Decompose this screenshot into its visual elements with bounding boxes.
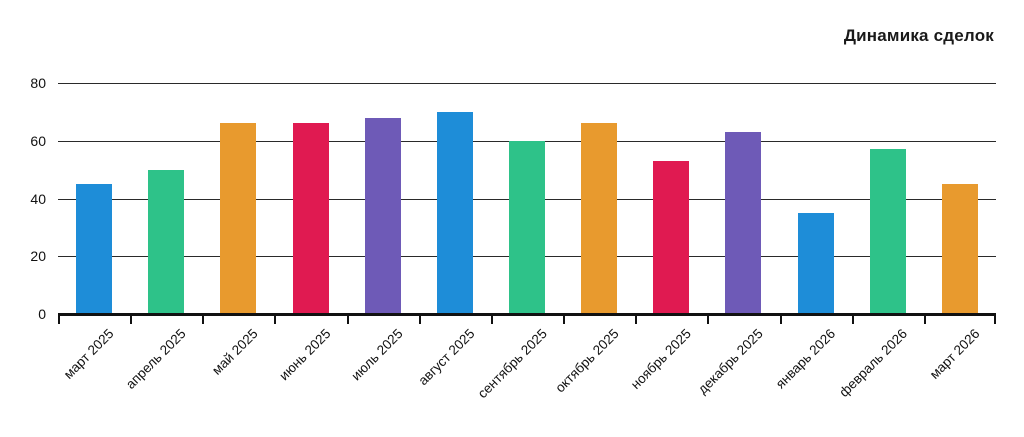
x-axis-tick (490, 316, 493, 324)
bar-январь 2026[interactable] (797, 212, 834, 314)
x-axis-tick (274, 316, 277, 324)
bar-март 2025[interactable] (76, 184, 113, 314)
x-tick-label-сентябрь 2025: сентябрь 2025 (474, 326, 550, 402)
x-tick-label-апрель 2025: апрель 2025 (123, 326, 189, 392)
x-axis-tick (202, 316, 205, 324)
bar-февраль 2026[interactable] (869, 149, 906, 314)
x-axis-tick (635, 316, 638, 324)
y-tick-label-20: 20 (30, 248, 46, 265)
bar-апрель 2025[interactable] (148, 169, 185, 314)
x-tick-label-декабрь 2025: декабрь 2025 (695, 326, 767, 397)
x-axis-tick (779, 316, 782, 324)
bar-июль 2025[interactable] (364, 117, 401, 314)
x-tick-label-июль 2025: июль 2025 (347, 326, 406, 384)
bar-август 2025[interactable] (436, 111, 473, 314)
x-tick-label-август 2025: август 2025 (415, 326, 478, 389)
x-tick-label-февраль 2026: февраль 2026 (836, 326, 911, 400)
x-tick-label-март 2025: март 2025 (60, 326, 117, 382)
plot-area (58, 83, 996, 314)
x-axis-tick (707, 316, 710, 324)
y-tick-label-40: 40 (30, 190, 46, 207)
x-axis-tick (923, 316, 926, 324)
x-axis-tick (130, 316, 133, 324)
chart-title: Динамика сделок (843, 26, 994, 45)
bar-июнь 2025[interactable] (292, 123, 329, 314)
bar-май 2025[interactable] (220, 123, 257, 314)
x-tick-label-май 2025: май 2025 (209, 326, 261, 378)
x-axis-tick (418, 316, 421, 324)
x-axis-tick (851, 316, 854, 324)
x-tick-label-январь 2026: январь 2026 (772, 326, 839, 392)
y-tick-label-60: 60 (30, 132, 46, 149)
x-tick-label-октябрь 2025: октябрь 2025 (552, 326, 622, 396)
y-tick-label-80: 80 (30, 75, 46, 91)
x-axis-tick (563, 316, 566, 324)
x-tick-label-март 2026: март 2026 (926, 326, 983, 382)
x-axis-tick (994, 316, 996, 324)
bar-октябрь 2025[interactable] (581, 123, 618, 314)
bar-декабрь 2025[interactable] (725, 132, 762, 314)
x-axis-tick (58, 316, 60, 324)
x-tick-label-июнь 2025: июнь 2025 (275, 326, 334, 384)
bar-сентябрь 2025[interactable] (509, 140, 545, 314)
x-axis-tick (346, 316, 349, 324)
gridline-y-80 (58, 83, 996, 84)
x-tick-label-ноябрь 2025: ноябрь 2025 (627, 326, 694, 393)
bar-ноябрь 2025[interactable] (653, 160, 690, 314)
bar-март 2026[interactable] (941, 184, 978, 314)
x-axis-baseline (58, 313, 996, 316)
y-tick-label-0: 0 (38, 306, 46, 322)
